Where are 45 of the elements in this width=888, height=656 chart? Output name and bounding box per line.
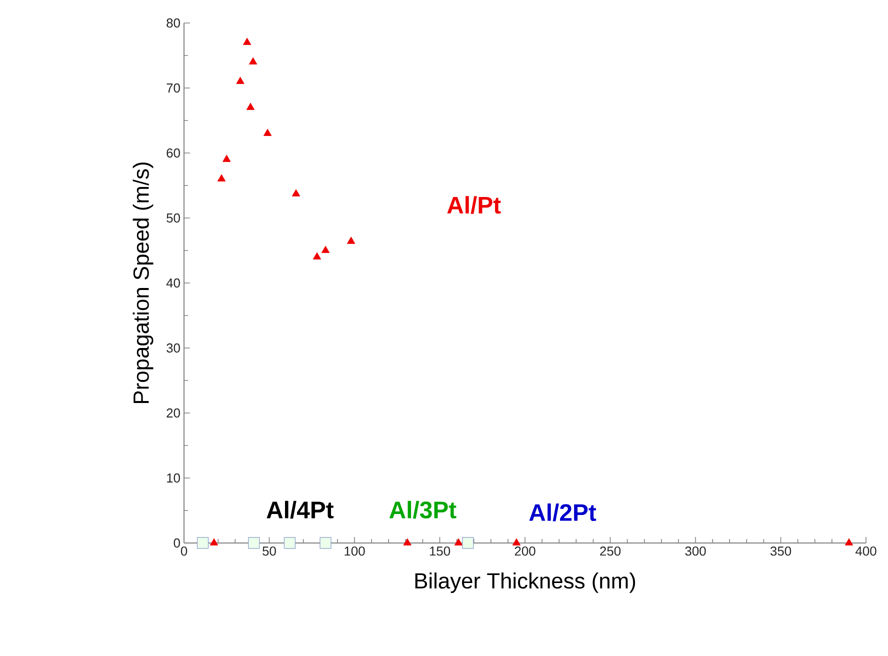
point xyxy=(246,102,255,110)
y-tick-label: 60 xyxy=(166,148,180,158)
point xyxy=(248,57,258,64)
annotation: Al/4Pt xyxy=(266,500,334,519)
point xyxy=(320,537,332,549)
x-tick-label: 50 xyxy=(262,546,276,556)
point xyxy=(403,538,412,546)
point xyxy=(248,537,260,549)
y-tick-label: 20 xyxy=(166,408,180,418)
point xyxy=(210,538,218,546)
point xyxy=(462,537,474,549)
x-tick-label: 400 xyxy=(856,546,876,556)
point xyxy=(284,537,296,549)
x-tick-label: 250 xyxy=(600,546,621,556)
point xyxy=(243,38,252,45)
point xyxy=(196,537,209,549)
y-tick-label: 0 xyxy=(174,538,180,548)
y-tick-label: 10 xyxy=(167,473,180,483)
point xyxy=(844,538,854,546)
x-axis-title: Bilayer Thickness (nm) xyxy=(415,572,636,593)
y-tick-label: 50 xyxy=(166,213,180,223)
y-tick-label: 40 xyxy=(166,278,180,288)
y-tick-label: 80 xyxy=(166,18,180,28)
annotation: Al/2Pt xyxy=(529,503,596,522)
x-tick-label: 300 xyxy=(685,546,706,556)
x-tick-label: 100 xyxy=(344,546,365,556)
y-tick-label: 70 xyxy=(166,83,180,93)
point xyxy=(222,154,231,162)
point xyxy=(217,174,226,182)
text: Al/Pt xyxy=(447,196,501,214)
point xyxy=(454,538,463,546)
x-tick-label: 350 xyxy=(770,546,792,556)
x-tick-label: 0 xyxy=(180,546,188,556)
point xyxy=(321,246,330,253)
x-tick-label: 200 xyxy=(514,546,536,556)
point xyxy=(236,76,244,84)
point xyxy=(512,538,521,546)
point xyxy=(263,128,272,136)
y-axis-title: Propagation Speed (m/s) xyxy=(132,162,154,404)
point xyxy=(312,252,322,260)
annotation: Al/3Pt xyxy=(389,500,456,519)
x-tick-label: 150 xyxy=(430,546,450,556)
point xyxy=(347,236,356,244)
point xyxy=(292,189,300,196)
y-tick-label: 30 xyxy=(166,343,180,353)
